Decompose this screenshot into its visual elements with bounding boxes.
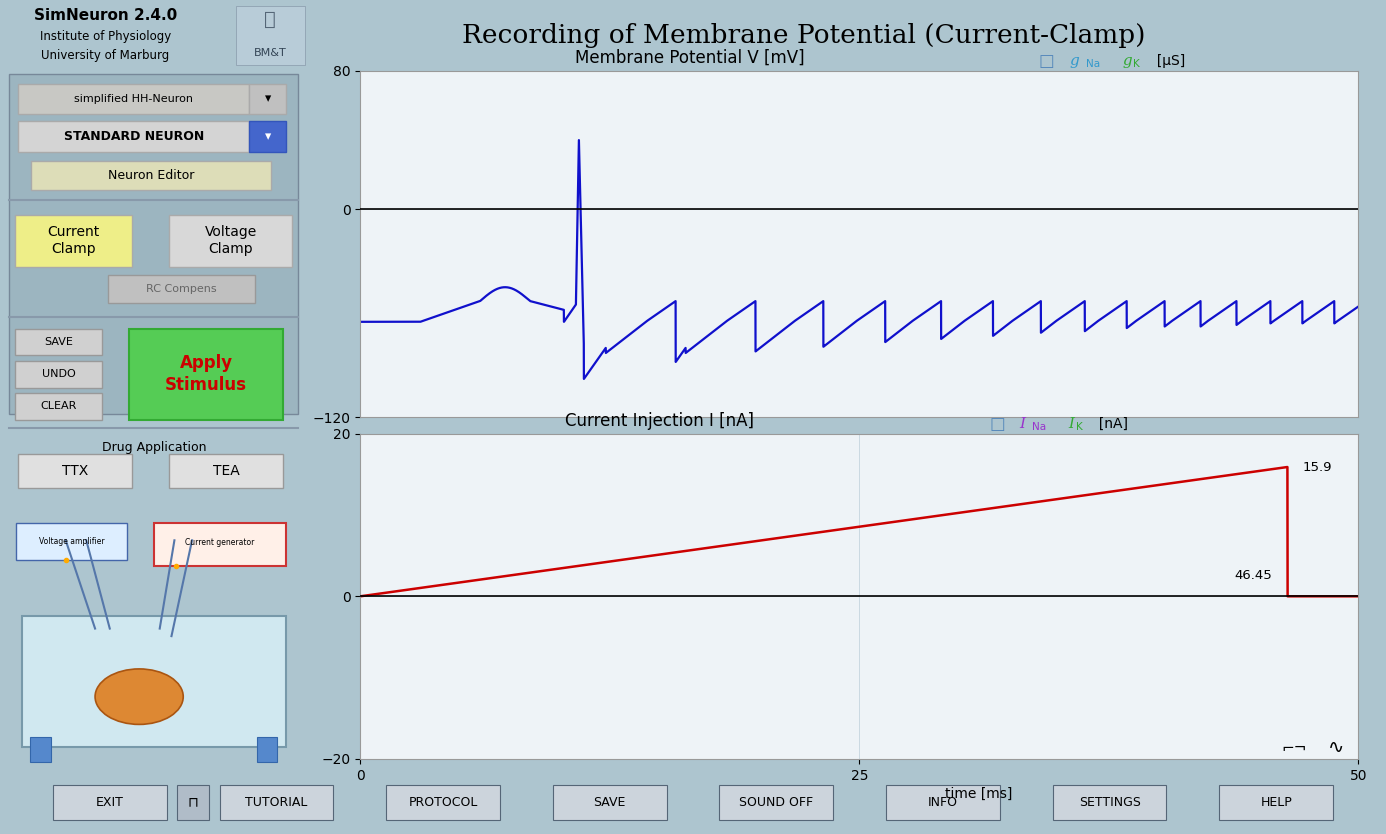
FancyBboxPatch shape (553, 786, 667, 821)
Text: SAVE: SAVE (44, 337, 73, 347)
Text: Recording of Membrane Potential (Current-Clamp): Recording of Membrane Potential (Current… (462, 23, 1146, 48)
Text: K: K (1077, 422, 1082, 432)
Text: g: g (1070, 54, 1080, 68)
Text: RC Compens: RC Compens (147, 284, 216, 294)
FancyBboxPatch shape (387, 786, 500, 821)
FancyBboxPatch shape (18, 83, 249, 114)
FancyBboxPatch shape (15, 393, 101, 420)
FancyBboxPatch shape (256, 737, 277, 762)
FancyBboxPatch shape (15, 361, 101, 388)
Text: ∿: ∿ (1328, 738, 1344, 756)
FancyBboxPatch shape (129, 329, 283, 420)
Text: 🜄: 🜄 (265, 10, 276, 29)
Text: Current generator: Current generator (186, 538, 255, 547)
FancyBboxPatch shape (15, 214, 132, 267)
FancyBboxPatch shape (249, 83, 286, 114)
Text: [µS]: [µS] (1149, 54, 1185, 68)
FancyBboxPatch shape (53, 786, 166, 821)
Text: Na: Na (1033, 422, 1046, 432)
Text: I: I (1064, 417, 1074, 430)
Text: □: □ (990, 414, 1005, 433)
Text: g: g (1119, 54, 1132, 68)
Text: Apply
Stimulus: Apply Stimulus (165, 354, 247, 394)
FancyBboxPatch shape (177, 786, 209, 821)
Text: TUTORIAL: TUTORIAL (245, 796, 308, 809)
Text: 15.9: 15.9 (1303, 460, 1332, 474)
Text: INFO: INFO (929, 796, 958, 809)
FancyBboxPatch shape (886, 786, 999, 821)
FancyBboxPatch shape (1053, 786, 1167, 821)
Text: Current Injection I [nA]: Current Injection I [nA] (565, 411, 754, 430)
FancyBboxPatch shape (236, 6, 305, 65)
Text: Neuron Editor: Neuron Editor (108, 168, 194, 182)
Text: SETTINGS: SETTINGS (1078, 796, 1141, 809)
Text: HELP: HELP (1260, 796, 1292, 809)
FancyBboxPatch shape (249, 121, 286, 152)
Text: ▾: ▾ (265, 130, 270, 143)
Text: Voltage amplifier: Voltage amplifier (39, 537, 104, 546)
Text: UNDO: UNDO (42, 369, 75, 379)
Text: BM&T: BM&T (254, 48, 287, 58)
FancyBboxPatch shape (30, 161, 270, 190)
Text: [nA]: [nA] (1091, 417, 1128, 430)
FancyBboxPatch shape (719, 786, 833, 821)
Text: SOUND OFF: SOUND OFF (739, 796, 814, 809)
Text: 46.45: 46.45 (1235, 570, 1272, 582)
Text: ⌐¬: ⌐¬ (1282, 740, 1307, 755)
Text: CLEAR: CLEAR (40, 401, 76, 411)
Text: K: K (1134, 59, 1139, 69)
Text: I: I (1020, 417, 1026, 430)
FancyBboxPatch shape (1220, 786, 1333, 821)
Text: STANDARD NEURON: STANDARD NEURON (64, 130, 204, 143)
Text: Voltage
Clamp: Voltage Clamp (205, 225, 256, 256)
Text: simplified HH-Neuron: simplified HH-Neuron (75, 94, 193, 104)
Text: Na: Na (1087, 59, 1100, 69)
Text: Drug Application: Drug Application (101, 441, 207, 455)
Text: ⊓: ⊓ (187, 796, 198, 810)
Text: SimNeuron 2.4.0: SimNeuron 2.4.0 (33, 8, 177, 23)
FancyBboxPatch shape (108, 275, 255, 304)
FancyBboxPatch shape (219, 786, 333, 821)
FancyBboxPatch shape (169, 454, 283, 488)
Text: Institute of Physiology: Institute of Physiology (40, 30, 170, 43)
Text: SAVE: SAVE (593, 796, 626, 809)
Text: Membrane Potential V [mV]: Membrane Potential V [mV] (575, 48, 804, 67)
FancyBboxPatch shape (15, 523, 128, 560)
Text: TEA: TEA (213, 464, 240, 478)
Text: PROTOCOL: PROTOCOL (409, 796, 478, 809)
FancyBboxPatch shape (154, 523, 286, 565)
Text: ▾: ▾ (265, 93, 270, 105)
FancyBboxPatch shape (10, 74, 298, 414)
Text: EXIT: EXIT (96, 796, 123, 809)
FancyBboxPatch shape (22, 616, 286, 747)
FancyBboxPatch shape (15, 329, 101, 355)
Ellipse shape (96, 669, 183, 725)
Text: time [ms]: time [ms] (945, 787, 1013, 801)
Text: □: □ (1040, 52, 1055, 70)
FancyBboxPatch shape (18, 454, 132, 488)
Text: TTX: TTX (62, 464, 89, 478)
FancyBboxPatch shape (18, 121, 249, 152)
Text: Current
Clamp: Current Clamp (47, 225, 100, 256)
Text: University of Marburg: University of Marburg (42, 49, 169, 62)
FancyBboxPatch shape (30, 737, 51, 762)
FancyBboxPatch shape (169, 214, 292, 267)
